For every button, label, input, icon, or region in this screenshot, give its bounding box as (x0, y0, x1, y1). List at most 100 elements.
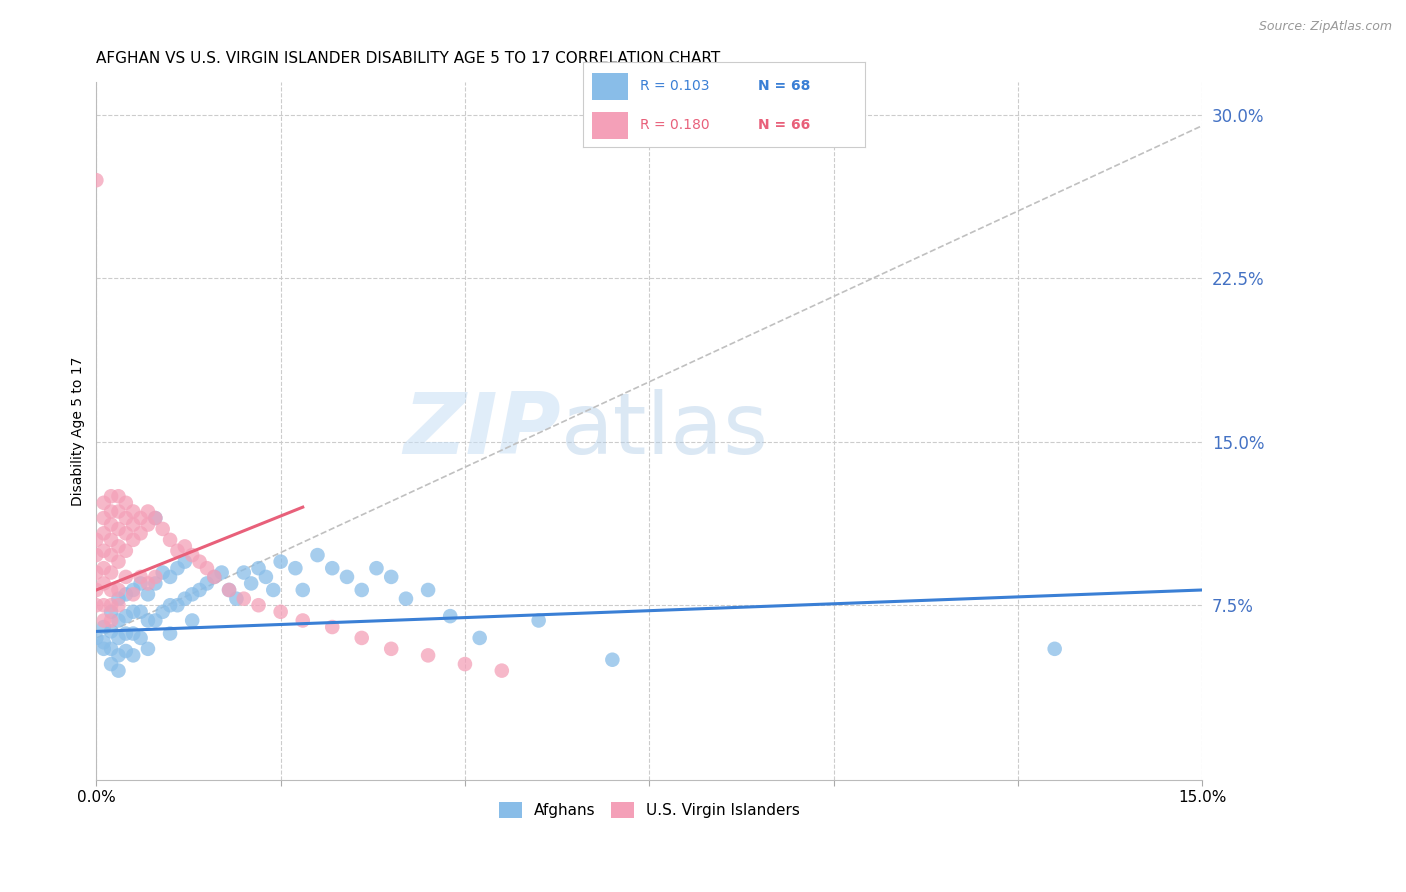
Point (173, 591, 195, 606)
Point (247, 599, 270, 613)
Point (122, 605, 145, 619)
Point (195, 561, 218, 575)
Point (129, 631, 152, 645)
Point (93, 496, 115, 510)
Point (100, 624, 122, 639)
Point (122, 587, 145, 601)
Text: R = 0.180: R = 0.180 (640, 118, 710, 132)
Point (86, 533, 108, 547)
Point (321, 620, 343, 634)
Point (129, 605, 152, 619)
Point (107, 664, 129, 678)
Point (395, 591, 418, 606)
Point (218, 582, 240, 597)
Point (107, 489, 129, 503)
Point (166, 561, 188, 575)
Point (181, 548, 204, 562)
Point (122, 517, 145, 532)
Point (136, 576, 159, 591)
Point (129, 526, 152, 541)
Point (115, 511, 138, 525)
Point (321, 561, 343, 575)
Point (159, 599, 181, 613)
Point (100, 641, 122, 656)
FancyBboxPatch shape (592, 72, 628, 100)
Point (350, 582, 373, 597)
Point (122, 533, 145, 547)
FancyBboxPatch shape (592, 112, 628, 139)
Text: R = 0.103: R = 0.103 (640, 79, 709, 93)
Point (129, 576, 152, 591)
Point (129, 511, 152, 525)
Point (93, 635, 115, 649)
Point (270, 555, 292, 569)
Point (115, 587, 138, 601)
Text: N = 68: N = 68 (758, 79, 810, 93)
Point (468, 631, 491, 645)
Point (107, 555, 129, 569)
Point (159, 533, 181, 547)
Point (1043, 641, 1066, 656)
Point (159, 626, 181, 640)
Point (100, 533, 122, 547)
Point (100, 548, 122, 562)
Point (136, 641, 159, 656)
Point (86, 631, 108, 645)
Point (86, 173, 108, 187)
Point (107, 582, 129, 597)
Point (232, 566, 254, 580)
Point (122, 582, 145, 597)
Point (93, 641, 115, 656)
Point (107, 591, 129, 606)
Text: ZIP: ZIP (404, 390, 561, 473)
Point (195, 576, 218, 591)
Point (93, 599, 115, 613)
Point (491, 664, 513, 678)
Point (152, 566, 174, 580)
Point (122, 504, 145, 518)
Point (107, 522, 129, 536)
Point (107, 540, 129, 554)
Point (100, 657, 122, 671)
Point (100, 566, 122, 580)
Point (159, 570, 181, 584)
Point (202, 570, 225, 584)
Point (136, 587, 159, 601)
Point (107, 599, 129, 613)
Point (181, 614, 204, 628)
Point (93, 576, 115, 591)
Point (115, 644, 138, 658)
Point (107, 504, 129, 518)
Point (115, 626, 138, 640)
Point (152, 605, 174, 619)
Point (136, 517, 159, 532)
Point (100, 504, 122, 518)
Point (247, 561, 270, 575)
Point (100, 517, 122, 532)
Text: N = 66: N = 66 (758, 118, 810, 132)
Y-axis label: Disability Age 5 to 17: Disability Age 5 to 17 (72, 356, 86, 506)
Point (291, 614, 314, 628)
Point (166, 599, 188, 613)
Point (143, 511, 166, 525)
Point (225, 591, 247, 606)
Point (254, 570, 277, 584)
Point (115, 496, 138, 510)
Point (86, 599, 108, 613)
Point (188, 582, 211, 597)
Point (93, 543, 115, 558)
Point (93, 620, 115, 634)
Point (86, 566, 108, 580)
Text: atlas: atlas (561, 390, 769, 473)
Point (100, 605, 122, 619)
Point (107, 648, 129, 663)
Point (336, 570, 359, 584)
Point (143, 570, 166, 584)
Point (152, 522, 174, 536)
Point (218, 582, 240, 597)
Text: AFGHAN VS U.S. VIRGIN ISLANDER DISABILITY AGE 5 TO 17 CORRELATION CHART: AFGHAN VS U.S. VIRGIN ISLANDER DISABILIT… (97, 51, 721, 66)
Point (173, 555, 195, 569)
Point (100, 614, 122, 628)
Point (129, 570, 152, 584)
Point (93, 561, 115, 575)
